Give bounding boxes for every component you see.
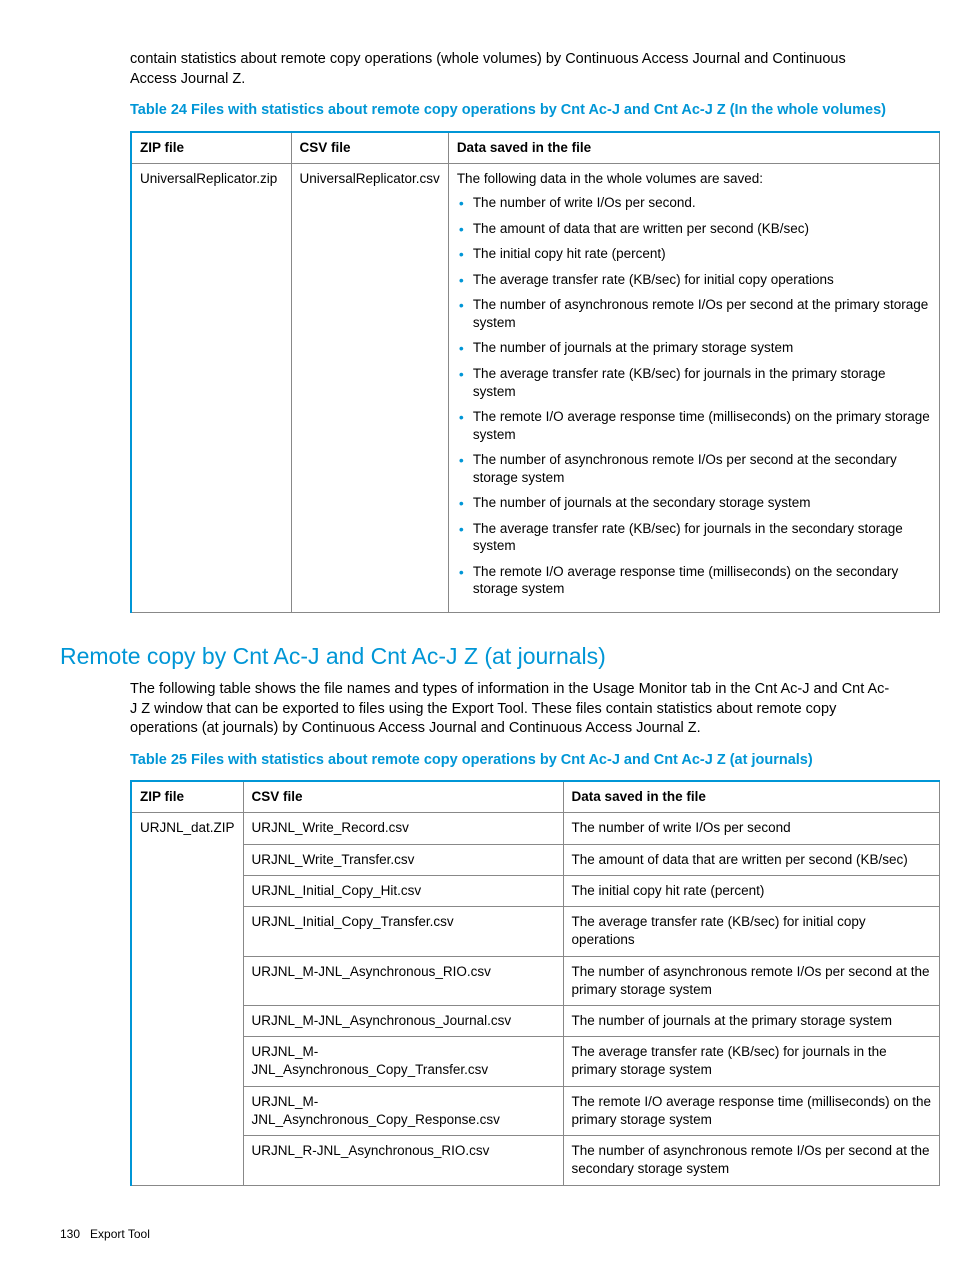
table-cell: The amount of data that are written per … (563, 844, 939, 875)
bullet-item: The remote I/O average response time (mi… (457, 408, 931, 443)
table-24: ZIP file CSV file Data saved in the file… (130, 131, 940, 613)
table-cell: URJNL_Initial_Copy_Hit.csv (243, 875, 563, 906)
bullet-item: The number of asynchronous remote I/Os p… (457, 451, 931, 486)
table-cell: The number of journals at the primary st… (563, 1006, 939, 1037)
bullet-item: The amount of data that are written per … (457, 220, 931, 238)
table-cell: The average transfer rate (KB/sec) for j… (563, 1037, 939, 1086)
intro-paragraph-2: The following table shows the file names… (130, 680, 894, 739)
table-header: CSV file (243, 781, 563, 813)
table-cell: URJNL_Initial_Copy_Transfer.csv (243, 907, 563, 956)
table-cell: The average transfer rate (KB/sec) for i… (563, 907, 939, 956)
bullet-item: The number of journals at the primary st… (457, 339, 931, 357)
table-cell: UniversalReplicator.zip (131, 163, 291, 612)
data-lead: The following data in the whole volumes … (457, 170, 931, 188)
table-cell: URJNL_M-JNL_Asynchronous_Copy_Transfer.c… (243, 1037, 563, 1086)
bullet-item: The average transfer rate (KB/sec) for j… (457, 365, 931, 400)
bullet-item: The number of write I/Os per second. (457, 194, 931, 212)
table-cell: The initial copy hit rate (percent) (563, 875, 939, 906)
table-header: Data saved in the file (563, 781, 939, 813)
table-cell: The number of write I/Os per second (563, 813, 939, 844)
table-cell: URJNL_R-JNL_Asynchronous_RIO.csv (243, 1136, 563, 1185)
table-cell: The number of asynchronous remote I/Os p… (563, 1136, 939, 1185)
table-cell: URJNL_M-JNL_Asynchronous_Copy_Response.c… (243, 1086, 563, 1135)
table-header: ZIP file (131, 132, 291, 164)
table-cell: URJNL_dat.ZIP (131, 813, 243, 1185)
intro-paragraph-1: contain statistics about remote copy ope… (130, 50, 894, 89)
page-number: 130 (60, 1227, 80, 1241)
section-heading: Remote copy by Cnt Ac-J and Cnt Ac-J Z (… (60, 641, 894, 672)
bullet-item: The remote I/O average response time (mi… (457, 563, 931, 598)
table-cell: URJNL_Write_Transfer.csv (243, 844, 563, 875)
table-24-caption: Table 24 Files with statistics about rem… (130, 101, 894, 121)
footer-label: Export Tool (90, 1227, 150, 1241)
table-cell: URJNL_M-JNL_Asynchronous_Journal.csv (243, 1006, 563, 1037)
bullet-item: The number of journals at the secondary … (457, 494, 931, 512)
table-header: CSV file (291, 132, 448, 164)
table-cell: UniversalReplicator.csv (291, 163, 448, 612)
table-cell: The number of asynchronous remote I/Os p… (563, 956, 939, 1005)
table-cell: The remote I/O average response time (mi… (563, 1086, 939, 1135)
table-cell: URJNL_M-JNL_Asynchronous_RIO.csv (243, 956, 563, 1005)
table-25: ZIP file CSV file Data saved in the file… (130, 780, 940, 1185)
table-header: Data saved in the file (448, 132, 939, 164)
table-25-caption: Table 25 Files with statistics about rem… (130, 751, 894, 771)
table-header: ZIP file (131, 781, 243, 813)
bullet-list: The number of write I/Os per second. The … (457, 194, 931, 598)
bullet-item: The number of asynchronous remote I/Os p… (457, 296, 931, 331)
bullet-item: The initial copy hit rate (percent) (457, 245, 931, 263)
table-cell: URJNL_Write_Record.csv (243, 813, 563, 844)
bullet-item: The average transfer rate (KB/sec) for i… (457, 271, 931, 289)
table-cell: The following data in the whole volumes … (448, 163, 939, 612)
page-footer: 130 Export Tool (60, 1226, 894, 1242)
bullet-item: The average transfer rate (KB/sec) for j… (457, 520, 931, 555)
